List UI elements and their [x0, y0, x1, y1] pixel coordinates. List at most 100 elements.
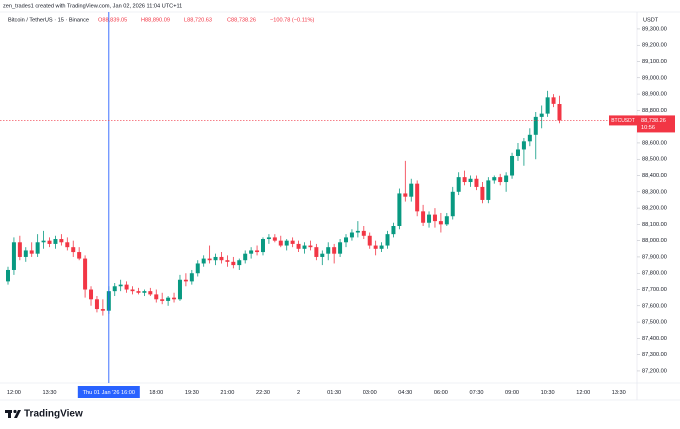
x-tick-label: 19:30	[185, 390, 199, 396]
y-tick-label: 87,700.00	[642, 287, 667, 293]
x-tick-label: 04:30	[398, 390, 412, 396]
candle-body	[195, 263, 200, 274]
y-tick-label: 87,200.00	[642, 368, 667, 374]
x-tick-label: 09:00	[505, 390, 519, 396]
candle-body	[450, 191, 455, 217]
candle-body	[409, 183, 414, 197]
symbol-title: Bitcoin / TetherUS · 15 · Binance	[8, 17, 89, 23]
candle-body	[361, 230, 366, 236]
candle-body	[53, 239, 58, 244]
candle-body	[6, 269, 10, 282]
x-tick-label: 01:30	[327, 390, 341, 396]
y-tick-label: 88,100.00	[642, 222, 667, 228]
candle-body	[557, 104, 562, 121]
y-tick-label: 88,000.00	[642, 238, 667, 244]
x-tick-label: 12:00	[7, 390, 21, 396]
candle-body	[480, 186, 485, 200]
candle-body	[314, 247, 319, 257]
candle-body	[154, 294, 159, 300]
brand: TradingView	[24, 409, 83, 420]
candle-body	[243, 253, 248, 261]
candle-body	[219, 256, 224, 261]
candle-body	[385, 234, 390, 246]
candle-body	[367, 235, 372, 246]
candle-body	[207, 258, 212, 261]
candle-body	[77, 252, 82, 259]
candle-body	[272, 237, 277, 241]
candle-body	[415, 183, 420, 212]
candle-body	[332, 247, 337, 254]
price-tag-bg	[637, 115, 675, 133]
candle-body	[177, 279, 182, 300]
candle-body	[504, 175, 509, 183]
x-tick-label: 03:00	[363, 390, 377, 396]
candle-body	[183, 279, 188, 282]
candle-body	[71, 247, 76, 253]
candle-body	[462, 177, 467, 183]
y-tick-label: 87,500.00	[642, 320, 667, 326]
price-countdown: 10:56	[641, 125, 655, 131]
candle-body	[278, 240, 283, 246]
axis-unit: USDT	[643, 17, 659, 23]
candle-body	[403, 193, 408, 197]
candle-body	[94, 299, 99, 310]
y-tick-label: 87,400.00	[642, 336, 667, 342]
x-tick-label: 07:30	[469, 390, 483, 396]
candle-body	[521, 141, 526, 150]
candle-body	[142, 291, 147, 293]
candle-body	[41, 240, 46, 243]
candle-body	[474, 178, 479, 187]
candle-body	[397, 193, 402, 227]
x-tick-label: 2	[297, 390, 300, 396]
candle-body	[231, 261, 236, 266]
candle-body	[189, 273, 194, 282]
y-tick-label: 87,300.00	[642, 352, 667, 358]
y-tick-label: 87,900.00	[642, 254, 667, 260]
candle-body	[100, 309, 105, 311]
candle-body	[172, 297, 177, 300]
candle-body	[373, 245, 378, 249]
candle-body	[29, 250, 34, 254]
y-tick-label: 88,200.00	[642, 206, 667, 212]
y-tick-label: 89,300.00	[642, 26, 667, 32]
candle-body	[533, 116, 538, 135]
x-tick-label: 18:00	[149, 390, 163, 396]
candle-body	[266, 237, 271, 240]
candle-body	[136, 291, 141, 293]
x-tick-label: 10:30	[541, 390, 555, 396]
candle-body	[166, 297, 171, 301]
candle-body	[23, 250, 28, 257]
candle-body	[130, 289, 135, 292]
candle-body	[260, 239, 265, 253]
candle-body	[551, 97, 556, 104]
brand-logo	[5, 409, 21, 418]
x-tick-label: 21:00	[220, 390, 234, 396]
candle-body	[148, 291, 153, 295]
symbol-tag: BTCUSDT	[611, 118, 635, 124]
candle-body	[112, 286, 117, 292]
x-tick-label: 13:30	[43, 390, 57, 396]
symbol-tag-bg	[609, 115, 637, 126]
candle-body	[427, 214, 432, 223]
x-tick-label: 12:00	[576, 390, 590, 396]
candle-body	[421, 211, 426, 223]
legend-value: L88,720.63	[184, 17, 212, 23]
candle-body	[391, 226, 396, 235]
candle-body	[201, 258, 206, 264]
candle-body	[255, 250, 260, 253]
candle-body	[296, 243, 301, 249]
candle-body	[118, 284, 123, 287]
y-tick-label: 89,100.00	[642, 59, 667, 65]
x-tick-label: 22:30	[256, 390, 270, 396]
legend-value: C88,738.26	[227, 17, 256, 23]
candle-body	[83, 258, 88, 290]
candle-body	[124, 284, 129, 290]
y-tick-label: 88,400.00	[642, 173, 667, 179]
crosshair-label-bg	[77, 386, 140, 398]
candle-body	[249, 250, 254, 254]
candle-body	[355, 230, 360, 233]
candle-body	[344, 237, 349, 243]
x-tick-label: 13:30	[612, 390, 626, 396]
y-tick-label: 87,600.00	[642, 303, 667, 309]
x-tick-label: 06:00	[434, 390, 448, 396]
